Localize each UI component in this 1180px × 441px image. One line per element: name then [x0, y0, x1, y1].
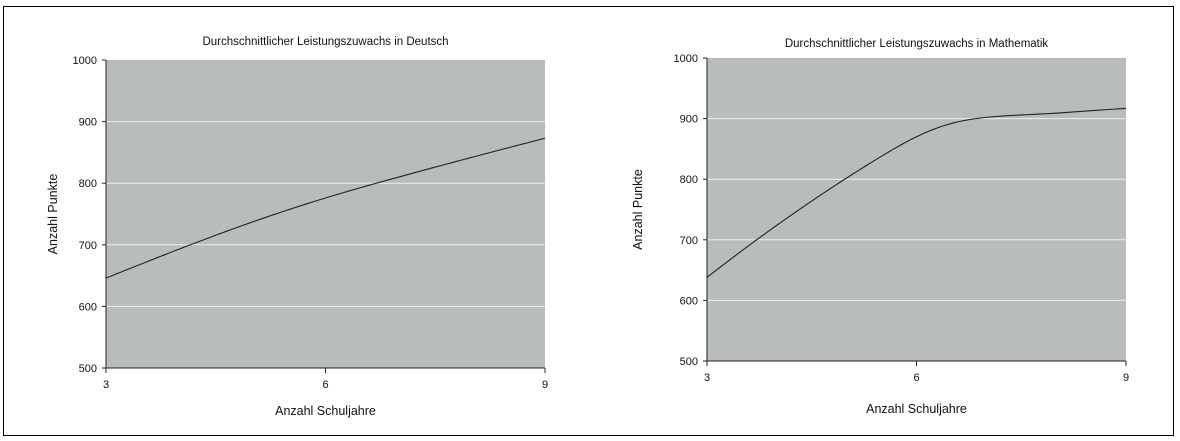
y-tick-label-600: 600	[79, 301, 97, 313]
y-tick-label-800: 800	[79, 178, 97, 190]
y-axis-label: Anzahl Punkte	[631, 169, 645, 250]
series-line-0	[105, 137, 546, 279]
x-tick-label-3: 3	[704, 372, 710, 384]
y-tick-label-700: 700	[680, 235, 698, 247]
plot-background	[707, 58, 1126, 361]
y-tick-label-900: 900	[79, 117, 97, 129]
plot-background	[106, 60, 545, 368]
chart-mathematik: 500 600 700 800 900 1000 3 6 9 Durchschnittlicher…	[631, 38, 1129, 416]
x-tick-label-3: 3	[103, 379, 109, 391]
x-axis-label: Anzahl Schuljahre	[866, 402, 967, 416]
y-tick-label-900: 900	[680, 114, 698, 126]
chart-deutsch: 500 600 700 800 900 1000 3 6 9 Durchschnittlicher…	[46, 36, 548, 418]
y-tick-label-600: 600	[680, 295, 698, 307]
chart-title: Durchschnittlicher Leistungszuwachs in M…	[785, 38, 1049, 50]
y-tick-label-1000: 1000	[674, 53, 698, 65]
y-tick-label-1000: 1000	[73, 55, 97, 67]
series-line-0	[706, 107, 1127, 278]
y-tick-label-700: 700	[79, 240, 97, 252]
y-axis-label: Anzahl Punkte	[46, 174, 60, 255]
x-tick-label-9: 9	[1123, 372, 1129, 384]
x-tick-label-6: 6	[322, 379, 328, 391]
chart-title: Durchschnittlicher Leistungszuwachs in D…	[202, 36, 448, 48]
x-tick-label-9: 9	[542, 379, 548, 391]
y-tick-label-500: 500	[79, 363, 97, 375]
x-tick-label-6: 6	[913, 372, 919, 384]
x-axis-label: Anzahl Schuljahre	[275, 404, 376, 418]
y-tick-label-800: 800	[680, 174, 698, 186]
y-tick-label-500: 500	[680, 356, 698, 368]
